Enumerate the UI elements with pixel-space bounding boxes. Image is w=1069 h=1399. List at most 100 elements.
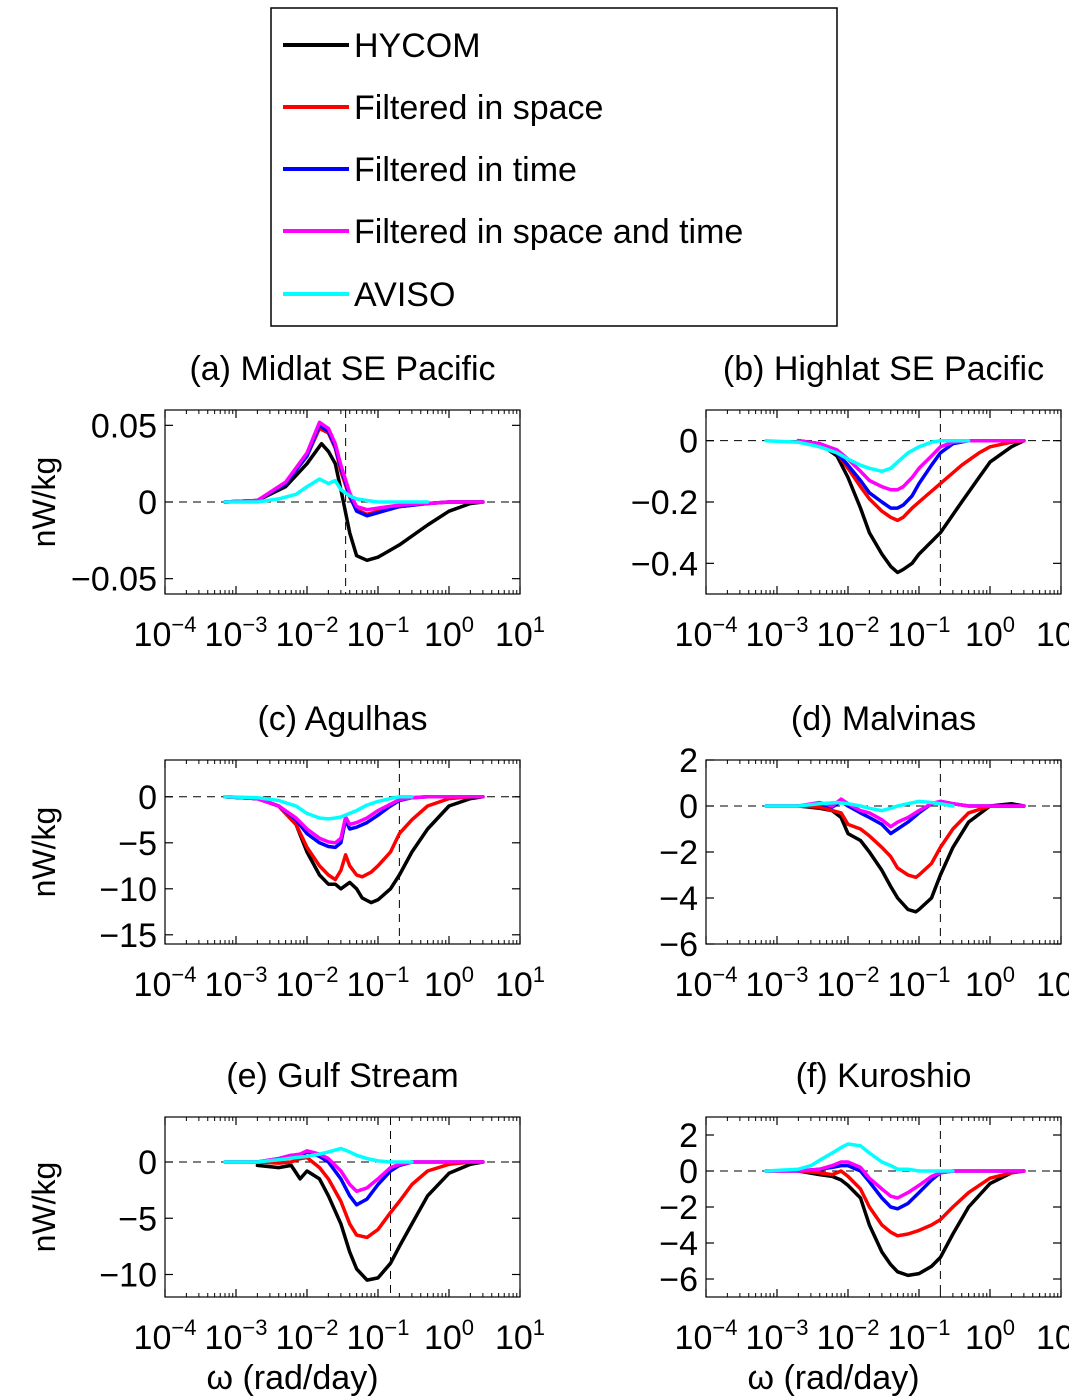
series-group <box>764 1142 1026 1278</box>
y-tick-label: 0 <box>679 423 698 461</box>
x-tick-label: 100 <box>424 962 474 1004</box>
x-tick-exponent: −1 <box>384 612 409 637</box>
x-tick-label: 101 <box>1036 612 1069 654</box>
x-tick-label: 10−1 <box>888 1315 951 1357</box>
series-line-hycom <box>223 441 485 563</box>
x-tick-exponent: 0 <box>1003 612 1015 637</box>
x-tick-exponent: −4 <box>171 612 196 637</box>
x-tick-base: 10 <box>347 616 385 654</box>
y-tick-label: 2 <box>679 742 698 780</box>
x-tick-label: 100 <box>424 1315 474 1357</box>
x-tick-base: 10 <box>965 616 1003 654</box>
x-tick-base: 10 <box>424 966 462 1004</box>
y-tick-label: −2 <box>659 1189 698 1227</box>
axes-frame <box>164 409 521 595</box>
series-line-hycom <box>796 1169 1026 1278</box>
x-tick-label: 10−1 <box>347 1315 410 1357</box>
series-line-aviso <box>223 477 430 504</box>
x-tick-label: 101 <box>495 962 545 1004</box>
x-tick-exponent: −1 <box>925 962 950 987</box>
x-tick-base: 10 <box>276 966 314 1004</box>
x-tick-base: 10 <box>134 966 172 1004</box>
y-tick-label: 0 <box>679 1153 698 1191</box>
series-group <box>223 795 485 905</box>
axes-frame <box>164 1116 521 1298</box>
x-tick-exponent: −1 <box>384 962 409 987</box>
axes-frame <box>705 1116 1062 1298</box>
x-tick-base: 10 <box>888 966 926 1004</box>
series-group <box>223 420 485 563</box>
x-tick-exponent: −3 <box>783 962 808 987</box>
panel-title: (f) Kuroshio <box>796 1057 972 1095</box>
x-tick-label: 10−2 <box>276 1315 339 1357</box>
x-tick-base: 10 <box>205 616 243 654</box>
x-tick-exponent: −2 <box>313 1315 338 1340</box>
axes-frame <box>705 409 1062 595</box>
x-tick-base: 10 <box>424 1319 462 1357</box>
x-tick-label: 101 <box>495 612 545 654</box>
x-tick-exponent: −4 <box>712 612 737 637</box>
x-tick-base: 10 <box>675 966 713 1004</box>
x-tick-label: 10−2 <box>817 1315 880 1357</box>
x-tick-label: 100 <box>965 962 1015 1004</box>
x-tick-exponent: 0 <box>462 962 474 987</box>
y-tick-label: −10 <box>99 871 157 909</box>
series-line-hycom <box>796 801 1026 914</box>
x-tick-base: 10 <box>746 1319 784 1357</box>
x-tick-label: 10−3 <box>746 1315 809 1357</box>
y-tick-label: 0 <box>138 484 157 522</box>
x-tick-exponent: 0 <box>462 612 474 637</box>
y-tick-label: −10 <box>99 1257 157 1295</box>
x-tick-exponent: −2 <box>313 962 338 987</box>
panel-title: (a) Midlat SE Pacific <box>189 350 495 388</box>
x-tick-label: 10−1 <box>347 612 410 654</box>
x-tick-label: 100 <box>965 1315 1015 1357</box>
x-tick-label: 10−4 <box>134 962 197 1004</box>
x-tick-base: 10 <box>495 616 533 654</box>
y-tick-label: 0 <box>679 788 698 826</box>
minor-ticks <box>726 1117 1059 1297</box>
x-tick-exponent: 1 <box>533 612 545 637</box>
y-tick-label: 0 <box>138 779 157 817</box>
x-tick-label: 10−1 <box>347 962 410 1004</box>
panel-d: (d) Malvinas10−410−310−210−110010120−2−4… <box>659 700 1069 1004</box>
x-tick-label: 10−2 <box>817 962 880 1004</box>
x-tick-exponent: 0 <box>1003 962 1015 987</box>
x-tick-base: 10 <box>347 966 385 1004</box>
axes-frame <box>705 759 1062 945</box>
x-tick-label: 10−2 <box>276 962 339 1004</box>
minor-ticks <box>185 1117 518 1297</box>
series-line-aviso <box>223 795 414 821</box>
axes-frame <box>164 759 521 945</box>
y-tick-label: 2 <box>679 1117 698 1155</box>
minor-ticks <box>726 410 1059 594</box>
x-tick-exponent: −2 <box>854 962 879 987</box>
x-tick-exponent: −2 <box>313 612 338 637</box>
x-tick-base: 10 <box>817 1319 855 1357</box>
y-axis-label: nW/kg <box>26 457 62 548</box>
x-tick-base: 10 <box>965 1319 1003 1357</box>
x-tick-label: 10−4 <box>675 962 738 1004</box>
legend-label-filtered-in-space: Filtered in space <box>354 89 603 127</box>
x-tick-label: 101 <box>1036 1315 1069 1357</box>
legend-label-hycom: HYCOM <box>354 27 481 65</box>
series-line-hycom <box>796 438 1026 575</box>
x-tick-base: 10 <box>134 1319 172 1357</box>
x-axis-label: ω (rad/day) <box>206 1359 378 1397</box>
legend: HYCOM Filtered in space Filtered in time Fi… <box>270 7 838 327</box>
x-tick-label: 10−2 <box>276 612 339 654</box>
x-tick-exponent: −3 <box>242 962 267 987</box>
series-group <box>223 1146 485 1282</box>
y-tick-label: −0.05 <box>71 561 157 599</box>
x-tick-base: 10 <box>424 616 462 654</box>
minor-ticks <box>185 410 518 594</box>
y-tick-label: −15 <box>99 917 157 955</box>
x-tick-exponent: −3 <box>242 612 267 637</box>
x-tick-label: 10−1 <box>888 612 951 654</box>
x-tick-base: 10 <box>817 616 855 654</box>
x-tick-label: 10−3 <box>746 612 809 654</box>
x-tick-exponent: −4 <box>712 1315 737 1340</box>
x-tick-base: 10 <box>205 966 243 1004</box>
